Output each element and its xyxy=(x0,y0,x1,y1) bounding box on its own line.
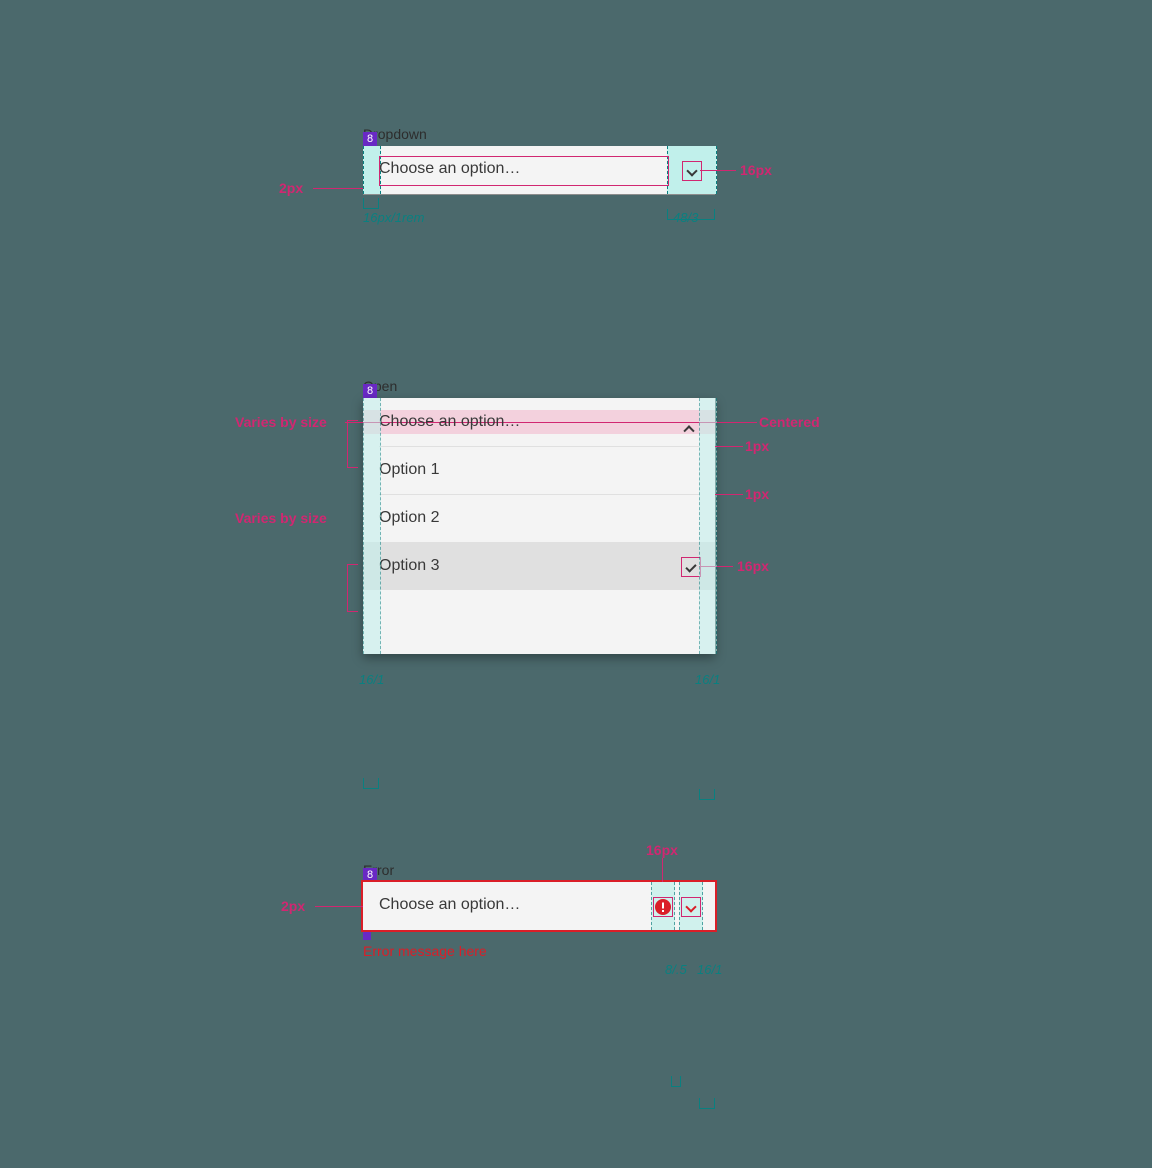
open-chevron-up-wrap xyxy=(685,419,693,437)
closed-chevron-iconbox xyxy=(682,161,702,181)
open-option-divider xyxy=(379,542,699,543)
closed-right-marker-label: 48/3 xyxy=(673,210,698,225)
open-check-callout-label: 16px xyxy=(737,558,769,574)
open-rowheight-label-1: Varies by size xyxy=(235,510,327,526)
open-option-label: Option 3 xyxy=(379,557,439,575)
open-centered-label: Centered xyxy=(759,414,820,430)
error-border-callout-label: 2px xyxy=(281,898,305,914)
closed-spacing-badge: 8 xyxy=(363,132,377,146)
closed-left-marker-label: 16px/1rem xyxy=(363,210,424,225)
open-divider-callout-line xyxy=(715,446,743,447)
error-placeholder-text: Choose an option… xyxy=(379,896,520,914)
chevron-down-icon xyxy=(686,165,697,176)
error-warning-iconbox xyxy=(653,897,673,917)
error-gap-label-a: 8/.5 xyxy=(665,962,687,977)
error-gap-badge xyxy=(363,932,371,940)
error-spacing-badge: 8 xyxy=(363,868,377,882)
chevron-down-icon xyxy=(685,901,696,912)
error-chevron-iconbox xyxy=(681,897,701,917)
open-option-label: Option 1 xyxy=(379,461,439,479)
closed-icon-callout-line xyxy=(700,170,736,171)
open-right-marker xyxy=(699,789,715,800)
error-message-text: Error message here xyxy=(363,943,487,959)
error-icon-callout-line xyxy=(662,858,663,882)
open-rowheight-bracket xyxy=(347,564,358,612)
open-option-divider xyxy=(379,446,699,447)
open-placeholder-text: Choose an option… xyxy=(379,413,520,431)
open-divider-callout-label: 1px xyxy=(745,486,769,502)
open-rowheight-label-0: Varies by size xyxy=(235,414,327,430)
checkmark-icon xyxy=(685,561,696,572)
open-right-marker-label: 16/1 xyxy=(695,672,720,687)
closed-placeholder-text: Choose an option… xyxy=(379,160,520,178)
warning-filled-icon xyxy=(655,899,671,915)
closed-border-callout-line xyxy=(313,188,363,189)
closed-left-marker xyxy=(363,198,379,209)
error-gap-label-b: 16/1 xyxy=(697,962,722,977)
error-border-callout-line xyxy=(315,906,363,907)
open-divider-callout-label: 1px xyxy=(745,438,769,454)
open-spacing-badge: 8 xyxy=(363,384,377,398)
open-right-padding-overlay xyxy=(699,398,717,654)
error-gap-marker-b xyxy=(699,1098,715,1109)
closed-icon-callout-label: 16px xyxy=(740,162,772,178)
open-checkmark-iconbox xyxy=(681,557,701,577)
chevron-up-icon xyxy=(683,425,694,436)
open-left-marker-label: 16/1 xyxy=(359,672,384,687)
open-left-marker xyxy=(363,778,379,789)
open-left-padding-overlay xyxy=(363,398,381,654)
error-gap-marker-a xyxy=(671,1076,681,1087)
open-option-label: Option 2 xyxy=(379,509,439,527)
open-rowheight-bracket xyxy=(347,420,358,468)
error-icon-callout-label: 16px xyxy=(646,842,678,858)
open-option-divider xyxy=(379,494,699,495)
closed-border-callout-label: 2px xyxy=(279,180,303,196)
open-divider-callout-line xyxy=(715,494,743,495)
